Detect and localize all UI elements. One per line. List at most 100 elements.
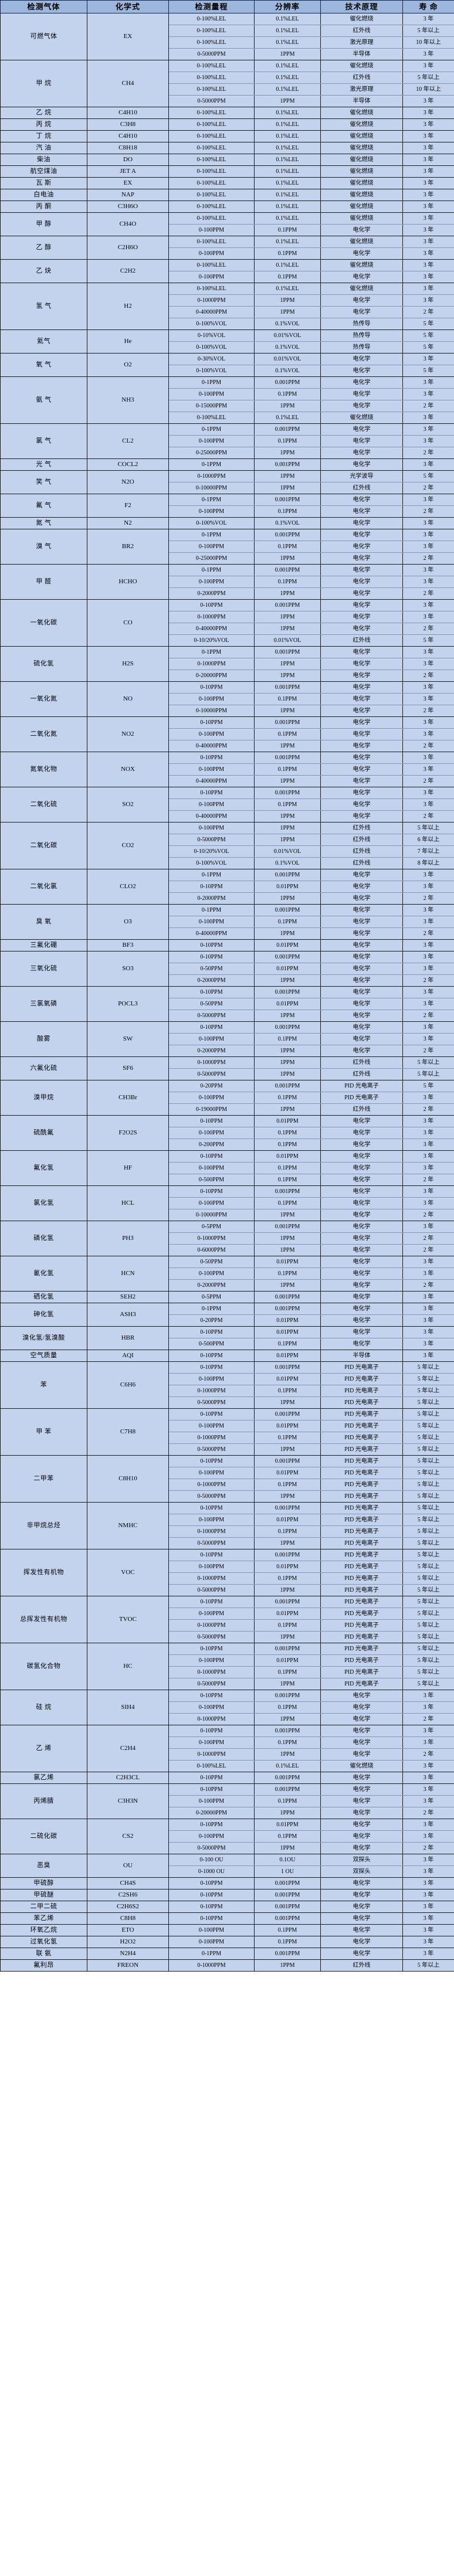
cell-detection-range: 0-100%LEL bbox=[168, 236, 255, 248]
cell-detection-range: 0-1000PPM bbox=[168, 1619, 255, 1632]
cell-technology: 催化燃烧 bbox=[320, 165, 403, 178]
cell-technology: 催化燃烧 bbox=[320, 118, 403, 131]
cell-detection-range: 0-10PPM bbox=[168, 1549, 255, 1561]
cell-technology: 电化学 bbox=[320, 611, 403, 623]
cell-resolution: 1PPM bbox=[254, 1807, 321, 1819]
cell-technology: 催化燃烧 bbox=[320, 13, 403, 25]
cell-chemical-formula: C3H3N bbox=[87, 1783, 169, 1819]
cell-resolution: 0.1PPM bbox=[254, 763, 321, 776]
cell-chemical-formula: SW bbox=[87, 1021, 169, 1057]
cell-technology: PID 光电离子 bbox=[320, 1455, 403, 1467]
table-row: 甲硫醇 CH4S 0-10PPM 0.001PPM 电化学 3 年 bbox=[0, 1877, 454, 1889]
cell-resolution: 0.1PPM bbox=[254, 388, 321, 400]
cell-detection-range: 0-2000PPM bbox=[168, 587, 255, 600]
cell-detection-range: 0-1PPM bbox=[168, 1948, 255, 1960]
cell-detection-range: 0-100PPM bbox=[168, 576, 255, 588]
cell-lifetime: 3 年 bbox=[402, 423, 454, 436]
table-row: 0-100PPM 0.01PPM PID 光电离子 5 年以上 bbox=[1, 1373, 454, 1385]
cell-detection-range: 0-25000PPM bbox=[168, 552, 255, 565]
table-row: 0-5000PPM 1PPM 电化学 2 年 bbox=[1, 1842, 454, 1854]
cell-technology: 半导体 bbox=[320, 95, 403, 107]
cell-resolution: 1PPM bbox=[254, 1490, 321, 1503]
table-row: 丙 烷 C3H8 0-100%LEL 0.1%LEL 催化燃烧 3 年 bbox=[0, 118, 454, 131]
cell-technology: 电化学 bbox=[320, 728, 403, 740]
cell-lifetime: 2 年 bbox=[402, 1842, 454, 1854]
cell-chemical-formula: C2H3CL bbox=[87, 1772, 169, 1784]
cell-detection-range: 0-100PPM bbox=[168, 1373, 255, 1385]
cell-resolution: 0.001PPM bbox=[254, 787, 321, 799]
cell-technology: 电化学 bbox=[320, 1244, 403, 1256]
cell-resolution: 0.01PPM bbox=[254, 939, 321, 951]
cell-detection-range: 0-100%VOL bbox=[168, 318, 255, 330]
cell-detection-range: 0-100PPM bbox=[168, 247, 255, 260]
cell-resolution: 0.1PPM bbox=[254, 798, 321, 811]
cell-lifetime: 3 年 bbox=[402, 939, 454, 951]
table-row: 硒化氢 SEH2 0-5PPM 0.001PPM 电化学 3 年 bbox=[0, 1291, 454, 1303]
cell-detection-range: 0-100%LEL bbox=[168, 107, 255, 119]
cell-resolution: 1PPM bbox=[254, 1537, 321, 1549]
cell-detection-range: 0-10PPM bbox=[168, 681, 255, 694]
cell-lifetime: 3 年 bbox=[402, 353, 454, 365]
cell-technology: 激光原理 bbox=[320, 83, 403, 96]
cell-gas-name: 汽 油 bbox=[0, 142, 87, 154]
cell-technology: 电化学 bbox=[320, 271, 403, 283]
cell-technology: PID 光电离子 bbox=[320, 1572, 403, 1585]
cell-resolution: 0.001PPM bbox=[254, 1783, 321, 1796]
cell-resolution: 1PPM bbox=[254, 1959, 321, 1972]
cell-resolution: 1PPM bbox=[254, 658, 321, 670]
cell-detection-range: 0-100PPM bbox=[168, 1936, 255, 1948]
cell-gas-name: 碳氢化合物 bbox=[0, 1643, 87, 1690]
cell-technology: 电化学 bbox=[320, 1912, 403, 1925]
cell-technology: 电化学 bbox=[320, 951, 403, 963]
table-row: 0-40000PPM 1PPM 电化学 2 年 bbox=[1, 740, 454, 752]
cell-lifetime: 3 年 bbox=[402, 458, 454, 471]
cell-detection-range: 0-6000PPM bbox=[168, 1244, 255, 1256]
cell-lifetime: 3 年 bbox=[402, 716, 454, 729]
table-row: 一氧化氮 NO 0-10PPM 0.001PPM 电化学 3 年 bbox=[0, 681, 454, 717]
cell-chemical-formula: NO bbox=[87, 681, 169, 717]
table-row: 二氧化硫 SO2 0-10PPM 0.001PPM 电化学 3 年 bbox=[0, 787, 454, 823]
cell-technology: 电化学 bbox=[320, 810, 403, 823]
cell-detection-range: 0-100PPM bbox=[168, 1736, 255, 1749]
cell-technology: 电化学 bbox=[320, 294, 403, 307]
cell-technology: 电化学 bbox=[320, 998, 403, 1010]
cell-lifetime: 3 年 bbox=[402, 798, 454, 811]
cell-detection-range: 0-1PPM bbox=[168, 529, 255, 541]
cell-resolution: 0.001PPM bbox=[254, 904, 321, 916]
cell-resolution: 0.01%VOL bbox=[254, 353, 321, 365]
table-row: 六氟化硫 SF6 0-1000PPM 1PPM 红外线 5 年以上 bbox=[0, 1056, 454, 1080]
cell-lifetime: 3 年 bbox=[402, 1912, 454, 1925]
cell-gas-name: 挥发性有机物 bbox=[0, 1549, 87, 1596]
table-row: 0-25000PPM 1PPM 电化学 2 年 bbox=[1, 552, 454, 565]
column-header-technology: 技术原理 bbox=[320, 0, 403, 13]
cell-technology: 电化学 bbox=[320, 939, 403, 951]
cell-lifetime: 2 年 bbox=[402, 505, 454, 518]
cell-lifetime: 3 年 bbox=[402, 200, 454, 213]
cell-detection-range: 0-1000PPM bbox=[168, 611, 255, 623]
cell-resolution: 0.1PPM bbox=[254, 693, 321, 705]
cell-lifetime: 3 年 bbox=[402, 1092, 454, 1104]
cell-technology: 红外线 bbox=[320, 834, 403, 846]
cell-detection-range: 0-1000PPM bbox=[168, 1748, 255, 1761]
cell-lifetime: 5 年 bbox=[402, 365, 454, 377]
table-row: 乙 醇 C2H6O 0-100%LEL 0.1%LEL 催化燃烧 3 年 bbox=[0, 236, 454, 260]
cell-resolution: 1PPM bbox=[254, 1068, 321, 1080]
cell-detection-range: 0-100%VOL bbox=[168, 517, 255, 529]
cell-technology: 催化燃烧 bbox=[320, 130, 403, 142]
cell-resolution: 0.1%LEL bbox=[254, 36, 321, 49]
cell-lifetime: 2 年 bbox=[402, 1010, 454, 1022]
cell-technology: PID 光电离子 bbox=[320, 1654, 403, 1667]
cell-lifetime: 5 年以上 bbox=[402, 1584, 454, 1596]
cell-chemical-formula: C7H8 bbox=[87, 1408, 169, 1456]
cell-technology: PID 光电离子 bbox=[320, 1396, 403, 1409]
cell-resolution: 0.01PPM bbox=[254, 1514, 321, 1526]
cell-detection-range: 0-5000PPM bbox=[168, 1584, 255, 1596]
cell-lifetime: 3 年 bbox=[402, 376, 454, 389]
table-row: 苯 C6H6 0-10PPM 0.001PPM PID 光电离子 5 年以上 bbox=[0, 1361, 454, 1409]
cell-detection-range: 0-2000PPM bbox=[168, 1045, 255, 1057]
cell-resolution: 0.001PPM bbox=[254, 646, 321, 658]
cell-chemical-formula: O2 bbox=[87, 353, 169, 377]
cell-technology: 红外线 bbox=[320, 72, 403, 84]
table-row: 0-500PPM 0.1PPM 电化学 3 年 bbox=[1, 1338, 454, 1350]
cell-resolution: 0.1PPM bbox=[254, 728, 321, 740]
